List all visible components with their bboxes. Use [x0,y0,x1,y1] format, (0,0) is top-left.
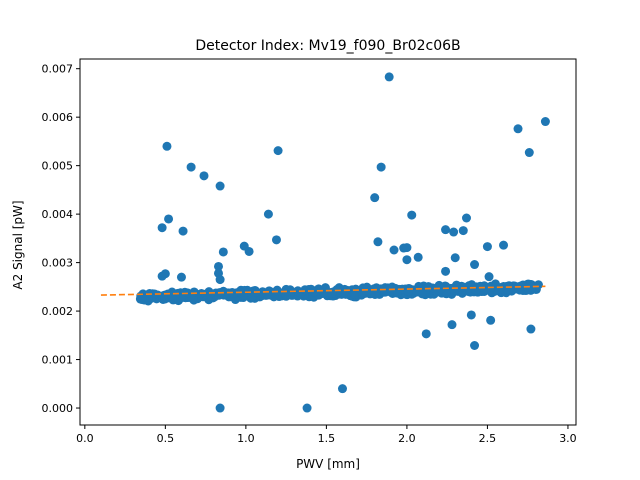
data-point [482,242,492,252]
data-point [318,288,328,298]
data-point [373,237,383,247]
data-point [441,266,451,276]
plot-marks [135,72,550,413]
y-tick-label: 0.003 [42,257,74,270]
data-point [162,141,172,151]
data-point [402,243,412,253]
data-point [164,214,174,224]
data-point [484,272,494,282]
data-point [449,227,459,237]
y-tick-label: 0.000 [42,402,74,415]
data-point [450,253,460,263]
fit-layer [100,285,546,296]
data-point [513,124,523,134]
data-point [281,290,291,300]
x-tick-label: 3.0 [559,432,577,445]
y-tick-label: 0.002 [42,305,74,318]
data-point [523,284,533,294]
y-axis-ticks: 0.000 0.001 0.002 0.003 0.004 0.005 0.006 0.007 [42,63,80,415]
data-point [218,247,228,257]
data-point [160,269,170,279]
data-point [389,245,399,255]
x-tick-label: 1.0 [237,432,255,445]
data-point [402,255,412,265]
data-point [370,193,380,203]
x-tick-label: 2.5 [479,432,497,445]
data-point [271,235,281,245]
data-point [490,279,500,289]
data-point [137,292,147,302]
data-point [499,240,509,250]
axes-frame [79,58,577,426]
data-point [309,287,319,297]
data-point [215,181,225,191]
y-tick-label: 0.006 [42,111,74,124]
x-axis-label: PWV [mm] [296,457,360,471]
data-point [540,117,550,127]
data-point [176,272,186,282]
data-point [461,213,471,223]
x-axis-ticks: 0.0 0.5 1.0 1.5 2.0 2.5 3.0 [76,425,577,445]
y-tick-label: 0.004 [42,208,74,221]
data-point [392,288,402,298]
data-point [213,261,223,271]
y-tick-label: 0.007 [42,63,74,76]
y-axis-label: A2 Signal [pW] [11,200,25,289]
data-point [447,320,457,330]
data-point [407,210,417,220]
data-point [441,225,451,235]
x-tick-label: 0.5 [157,432,175,445]
x-tick-label: 0.0 [76,432,94,445]
data-point [186,162,196,172]
data-point [413,252,423,262]
x-tick-label: 1.5 [318,432,336,445]
x-tick-label: 2.0 [398,432,416,445]
data-point [166,291,176,301]
data-point [201,289,211,299]
data-point [157,223,167,233]
data-point [273,146,283,156]
data-point [466,310,476,320]
data-point [296,288,306,298]
data-point [199,171,209,181]
fit-line [100,285,546,296]
data-point [421,329,431,339]
data-point [215,403,225,413]
data-point [244,246,254,256]
data-point [337,384,347,394]
data-point [358,287,368,297]
data-point [424,283,434,293]
data-point [384,72,394,82]
data-point [365,289,375,299]
data-point [470,340,480,350]
data-point [178,226,188,236]
data-point [262,289,272,299]
data-point [486,315,496,325]
data-point [376,162,386,172]
data-point [302,403,312,413]
data-point [524,148,534,158]
data-point [350,289,360,299]
data-point [417,289,427,299]
data-point [434,280,444,290]
chart-title: Detector Index: Mv19_f090_Br02c06B [195,38,460,54]
data-point [215,275,225,285]
data-point [470,260,480,270]
data-point [263,209,273,219]
y-tick-label: 0.001 [42,354,74,367]
data-point [458,226,468,236]
data-point [176,293,186,303]
y-tick-label: 0.005 [42,160,74,173]
data-point [526,324,536,334]
data-point [384,283,394,293]
